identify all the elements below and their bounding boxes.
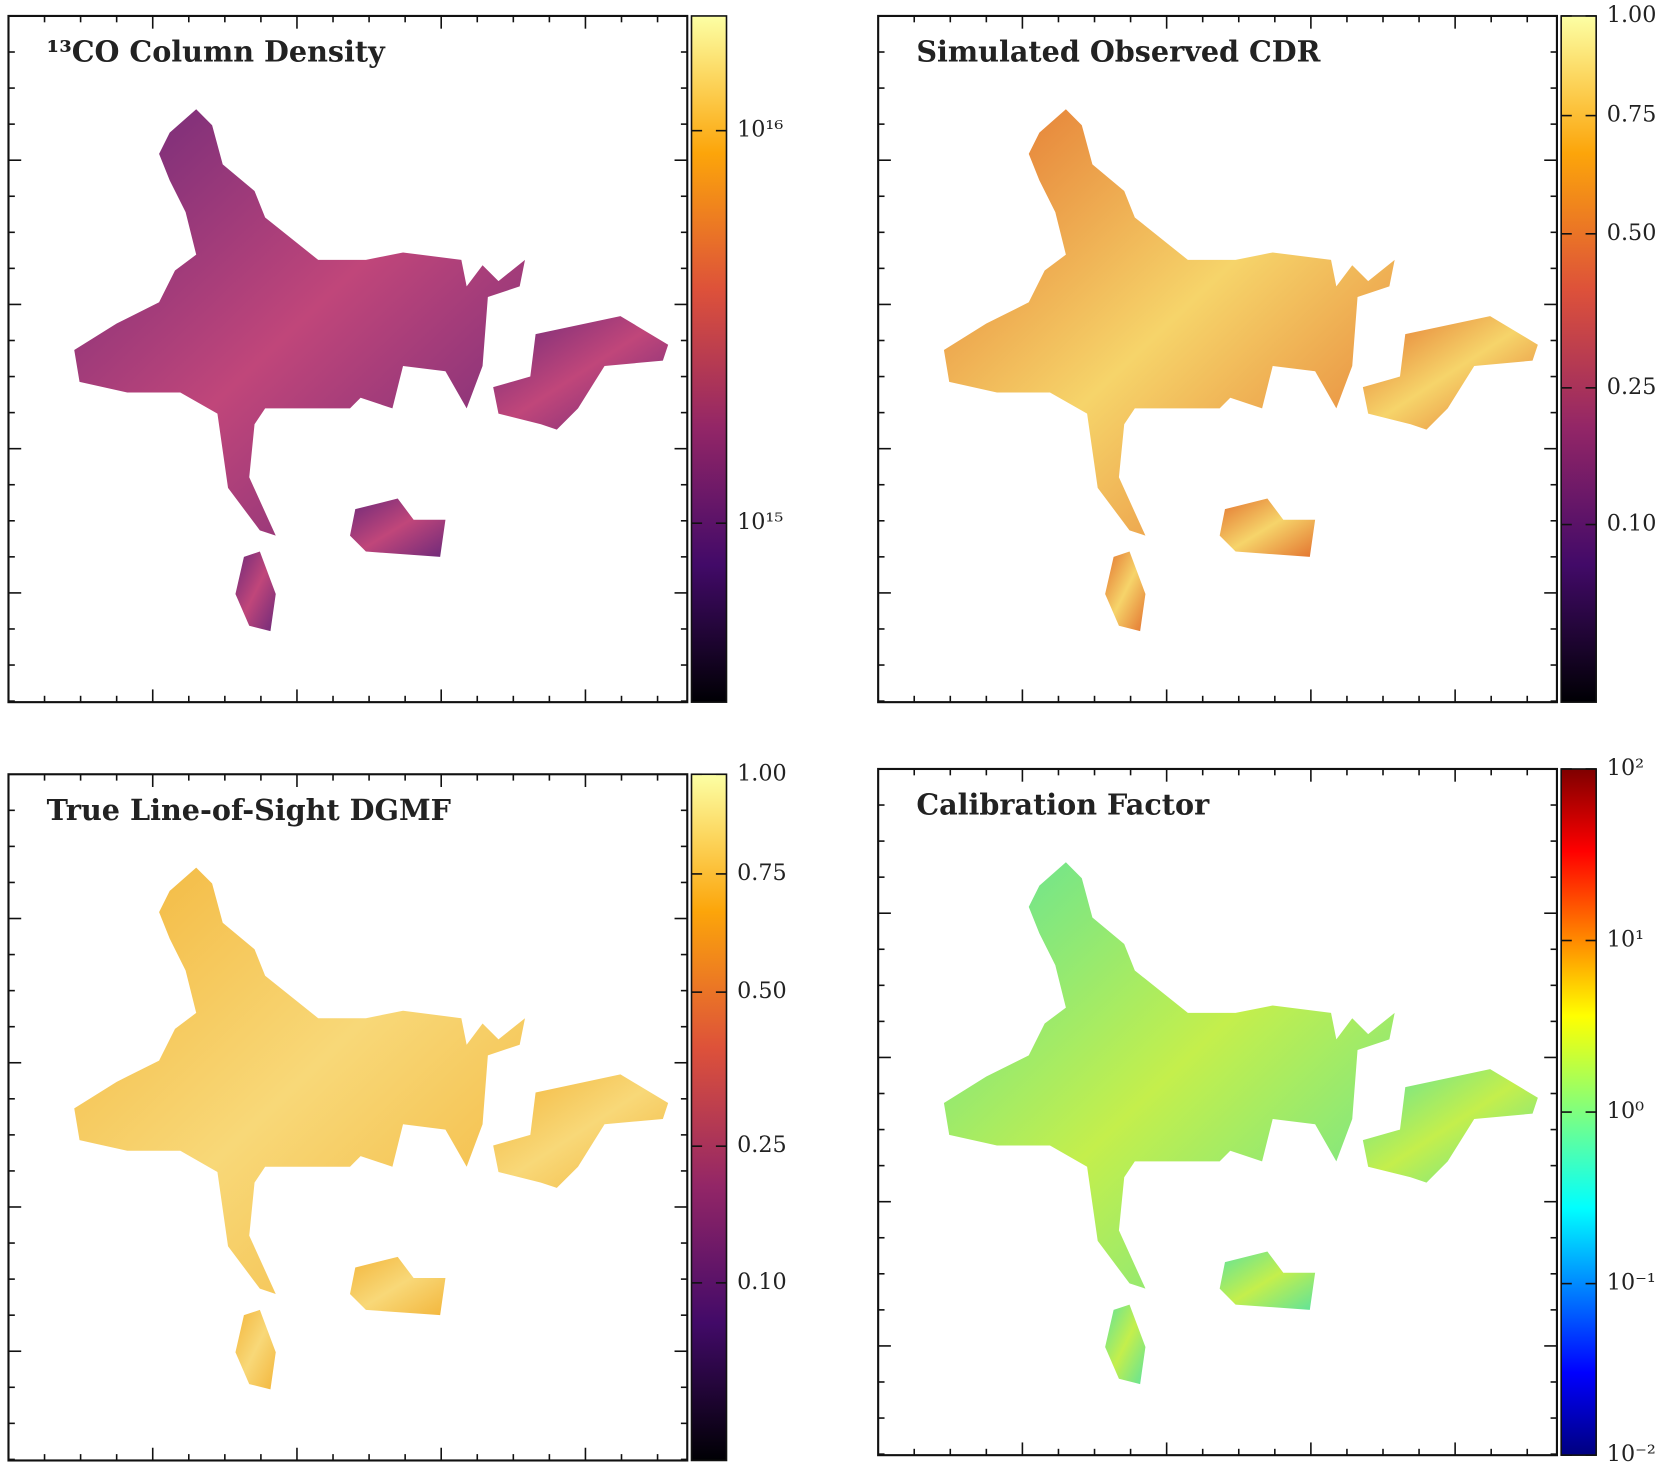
colorbar	[690, 773, 728, 1462]
panel-title: ¹³CO Column Density	[47, 35, 386, 69]
cloud-region	[1219, 498, 1316, 557]
colorbar-tick-label: 0.25	[1607, 374, 1657, 400]
axes-frame	[877, 767, 1559, 1457]
cloud-region	[1105, 1304, 1146, 1385]
axes-frame	[7, 773, 689, 1462]
cloud-region	[1219, 1251, 1316, 1310]
panel-title: Simulated Observed CDR	[916, 35, 1320, 69]
cloud-region	[349, 1256, 446, 1316]
colorbar-tick-label: 0.10	[737, 1269, 787, 1295]
cloud-region	[349, 498, 446, 557]
colorbar-tick-label: 10²	[1607, 755, 1644, 781]
colorbar-tick-label: 0.25	[737, 1132, 787, 1158]
colorbar-tick-label: 0.75	[737, 860, 787, 886]
axes-frame	[7, 14, 689, 704]
cloud-region	[235, 551, 276, 632]
panel: Calibration Factor 10⁻² 10⁻¹ 10⁰ 10¹ 10²	[877, 755, 1656, 1467]
colorbar	[1560, 15, 1597, 703]
cloud-region	[74, 109, 525, 536]
colorbar-tick-label: 10¹	[1607, 927, 1644, 953]
cloud-region	[235, 1309, 276, 1390]
panel: Simulated Observed CDR 0.10 0.25 0.50 0.75 1.…	[877, 2, 1657, 704]
panel-title: True Line-of-Sight DGMF	[47, 793, 451, 827]
colorbar-tick-label: 0.75	[1607, 102, 1657, 128]
cloud-region	[74, 867, 525, 1294]
colorbar-tick-label: 0.50	[1607, 220, 1657, 246]
panel: True Line-of-Sight DGMF 0.10 0.25 0.50 0.75 1…	[7, 760, 787, 1462]
colorbar-tick-label: 10⁻¹	[1607, 1270, 1656, 1296]
panel: ¹³CO Column Density 10¹⁵ 10¹⁶	[7, 14, 783, 704]
colorbar-tick-label: 0.10	[1607, 511, 1657, 537]
cloud-region	[1362, 316, 1538, 430]
colorbar-tick-label: 1.00	[737, 760, 787, 786]
colorbar-tick-label: 10¹⁵	[737, 509, 783, 535]
cloud-region	[943, 109, 1395, 536]
panel-title: Calibration Factor	[916, 788, 1210, 822]
cloud-region	[1105, 551, 1146, 632]
colorbar-tick-label: 1.00	[1607, 2, 1657, 28]
cloud-region	[493, 1074, 669, 1188]
axes-frame	[877, 14, 1559, 704]
cloud-region	[943, 862, 1395, 1289]
colorbar	[690, 15, 728, 703]
colorbar-tick-label: 10⁻²	[1607, 1441, 1656, 1467]
cloud-region	[1362, 1069, 1538, 1183]
cloud-region	[493, 316, 669, 430]
colorbar-tick-label: 10¹⁶	[737, 117, 783, 143]
colorbar-tick-label: 10⁰	[1607, 1098, 1644, 1124]
colorbar-tick-label: 0.50	[737, 978, 787, 1004]
